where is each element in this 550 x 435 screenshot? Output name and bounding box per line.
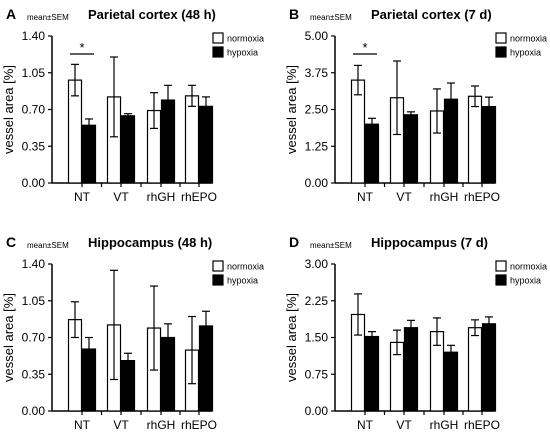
y-tick-label: 1.05	[22, 294, 46, 308]
bar-normoxia-rhepo	[467, 95, 483, 184]
bar-hypoxia-rhepo	[198, 105, 214, 184]
y-tick-label: 0.75	[305, 367, 329, 381]
x-tick-label: rhEPO	[464, 418, 500, 432]
legend-label-normoxia: normoxia	[227, 34, 264, 44]
y-axis-label: vessel area [%]	[284, 293, 299, 382]
legend-swatch-normoxia	[212, 32, 224, 44]
legend-label-normoxia: normoxia	[510, 262, 547, 272]
chart-title: Parietal cortex (48 h)	[88, 7, 216, 22]
y-axis-label: vessel area [%]	[1, 293, 16, 382]
y-axis-label: vessel area [%]	[1, 65, 16, 154]
y-tick-label: 2.25	[305, 294, 329, 308]
y-tick-label: 0.35	[22, 139, 46, 153]
legend-label-hypoxia: hypoxia	[510, 48, 541, 58]
x-tick-label: rhEPO	[464, 190, 500, 204]
legend-label-hypoxia: hypoxia	[227, 276, 258, 286]
bar-hypoxia-rhepo	[481, 105, 497, 184]
x-tick-label: NT	[357, 418, 374, 432]
y-tick-label: 0.00	[305, 404, 329, 418]
y-tick-label: 1.40	[22, 29, 46, 43]
legend-swatch-normoxia	[495, 32, 507, 44]
y-tick-label: 3.75	[305, 66, 329, 80]
stat-note: mean±SEM	[27, 241, 69, 250]
panel-letter: D	[289, 234, 299, 250]
y-tick-label: 0.70	[22, 331, 46, 345]
bar-hypoxia-rhepo	[481, 323, 497, 412]
legend-label-normoxia: normoxia	[227, 262, 264, 272]
y-axis-label: vessel area [%]	[284, 65, 299, 154]
x-tick-label: NT	[74, 418, 91, 432]
panel-letter: C	[6, 234, 16, 250]
y-tick-label: 1.50	[305, 331, 329, 345]
bar-hypoxia-nt	[81, 124, 97, 184]
bar-normoxia-rhepo	[467, 327, 483, 412]
stat-note: mean±SEM	[310, 241, 352, 250]
y-tick-label: 1.40	[22, 257, 46, 271]
legend-swatch-normoxia	[212, 260, 224, 272]
y-tick-label: 1.25	[305, 139, 329, 153]
panel-letter: A	[6, 6, 16, 22]
chart-title: Parietal cortex (7 d)	[371, 7, 492, 22]
legend-label-normoxia: normoxia	[510, 34, 547, 44]
legend-swatch-hypoxia	[495, 46, 507, 58]
panel-letter: B	[289, 6, 299, 22]
x-tick-label: rhEPO	[181, 418, 217, 432]
x-tick-label: VT	[113, 418, 129, 432]
bar-hypoxia-vt	[120, 115, 136, 184]
bar-hypoxia-vt	[403, 114, 419, 184]
legend-swatch-hypoxia	[495, 274, 507, 286]
legend-label-hypoxia: hypoxia	[510, 276, 541, 286]
significance-label: *	[79, 40, 84, 55]
legend-swatch-hypoxia	[212, 274, 224, 286]
x-tick-label: rhGH	[430, 418, 459, 432]
chart-title: Hippocampus (7 d)	[371, 235, 488, 250]
legend-label-hypoxia: hypoxia	[227, 48, 258, 58]
bar-hypoxia-nt	[364, 123, 380, 184]
x-tick-label: NT	[74, 190, 91, 204]
y-tick-label: 3.00	[305, 257, 329, 271]
chart-title: Hippocampus (48 h)	[88, 235, 212, 250]
x-tick-label: rhEPO	[181, 190, 217, 204]
y-tick-label: 2.50	[305, 103, 329, 117]
x-tick-label: VT	[396, 418, 412, 432]
bar-normoxia-rhepo	[184, 95, 200, 184]
bar-hypoxia-vt	[403, 327, 419, 412]
x-tick-label: VT	[113, 190, 129, 204]
stat-note: mean±SEM	[27, 13, 69, 22]
y-tick-label: 5.00	[305, 29, 329, 43]
bar-normoxia-nt	[350, 79, 366, 184]
significance-label: *	[362, 40, 367, 55]
y-tick-label: 0.35	[22, 367, 46, 381]
x-tick-label: rhGH	[147, 418, 176, 432]
bar-hypoxia-nt	[364, 335, 380, 412]
y-tick-label: 0.00	[305, 176, 329, 190]
y-tick-label: 0.00	[22, 404, 46, 418]
x-tick-label: NT	[357, 190, 374, 204]
x-tick-label: rhGH	[147, 190, 176, 204]
x-tick-label: VT	[396, 190, 412, 204]
y-tick-label: 0.70	[22, 103, 46, 117]
legend-swatch-normoxia	[495, 260, 507, 272]
y-tick-label: 1.05	[22, 66, 46, 80]
x-tick-label: rhGH	[430, 190, 459, 204]
bar-hypoxia-rhgh	[443, 351, 459, 412]
stat-note: mean±SEM	[310, 13, 352, 22]
y-tick-label: 0.00	[22, 176, 46, 190]
legend-swatch-hypoxia	[212, 46, 224, 58]
